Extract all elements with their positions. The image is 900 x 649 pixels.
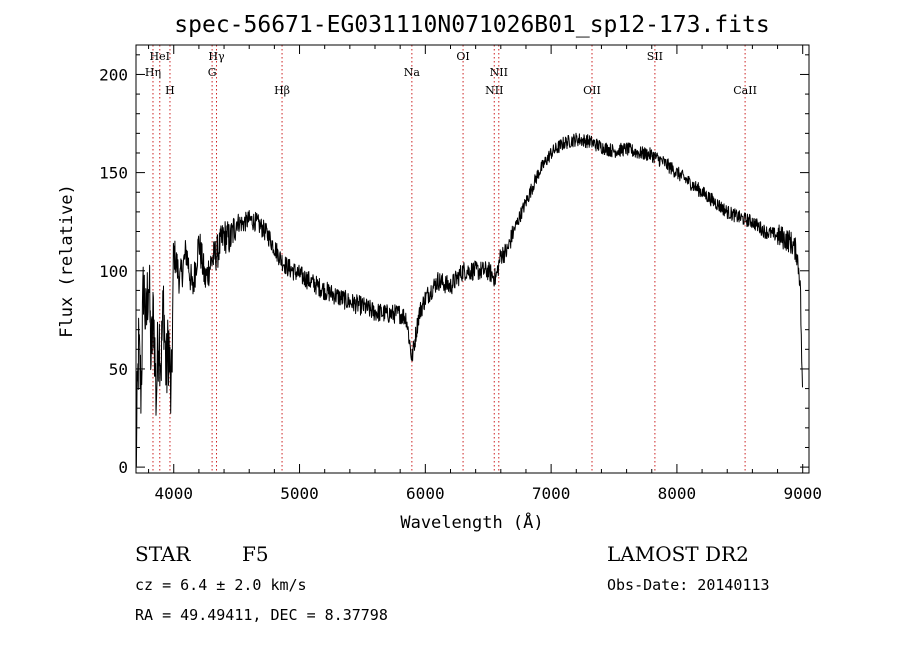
spectral-line-label: Na xyxy=(404,66,421,79)
spectral-line-label: G xyxy=(208,66,217,79)
redshift-cz: cz = 6.4 ± 2.0 km/s xyxy=(135,576,307,594)
spectral-line-markers xyxy=(152,45,746,473)
spectral-line-label: H xyxy=(165,84,175,97)
y-tick-label: 200 xyxy=(99,65,128,84)
observation-date: Obs-Date: 20140113 xyxy=(607,576,770,594)
spectral-line-labels: Hη HeI H Hγ G Hβ Na OI NII NII OII SII CaII xyxy=(145,50,757,97)
y-tick-label: 100 xyxy=(99,262,128,281)
spectral-line-label: Hγ xyxy=(208,50,225,63)
ra-dec-coordinates: RA = 49.49411, DEC = 8.37798 xyxy=(135,606,388,624)
spectral-type: F5 xyxy=(242,542,269,566)
spectral-line-label: SII xyxy=(647,50,663,63)
spectral-line-label: HeI xyxy=(150,50,170,63)
x-axis-label: Wavelength (Å) xyxy=(400,511,543,533)
x-tick-label: 8000 xyxy=(658,484,697,503)
survey-name: LAMOST DR2 xyxy=(607,542,749,566)
y-tick-label: 50 xyxy=(109,360,128,379)
spectrum-line xyxy=(135,132,803,467)
chart-title: spec-56671-EG031110N071026B01_sp12-173.f… xyxy=(174,12,769,38)
y-axis-ticks: 0 50 100 150 200 xyxy=(99,54,809,477)
x-tick-label: 4000 xyxy=(154,484,193,503)
plot-frame xyxy=(135,44,810,474)
y-tick-label: 0 xyxy=(118,458,128,477)
x-tick-label: 9000 xyxy=(783,484,822,503)
x-axis-ticks: 4000 5000 6000 7000 8000 9000 xyxy=(148,45,822,503)
spectral-line-label: OI xyxy=(456,50,469,63)
x-tick-label: 7000 xyxy=(532,484,571,503)
spectral-line-label: NII xyxy=(490,66,508,79)
spectrum-series xyxy=(135,132,803,467)
spectral-line-label: OII xyxy=(583,84,601,97)
spectral-line-label: Hβ xyxy=(274,84,290,97)
spectral-line-label: NII xyxy=(485,84,503,97)
x-tick-label: 5000 xyxy=(280,484,319,503)
spectral-line-label: CaII xyxy=(733,84,757,97)
y-axis-label: Flux (relative) xyxy=(57,184,77,338)
spectral-line-label: Hη xyxy=(145,66,161,79)
y-tick-label: 150 xyxy=(99,164,128,183)
object-class: STAR xyxy=(135,542,191,566)
x-tick-label: 6000 xyxy=(406,484,445,503)
